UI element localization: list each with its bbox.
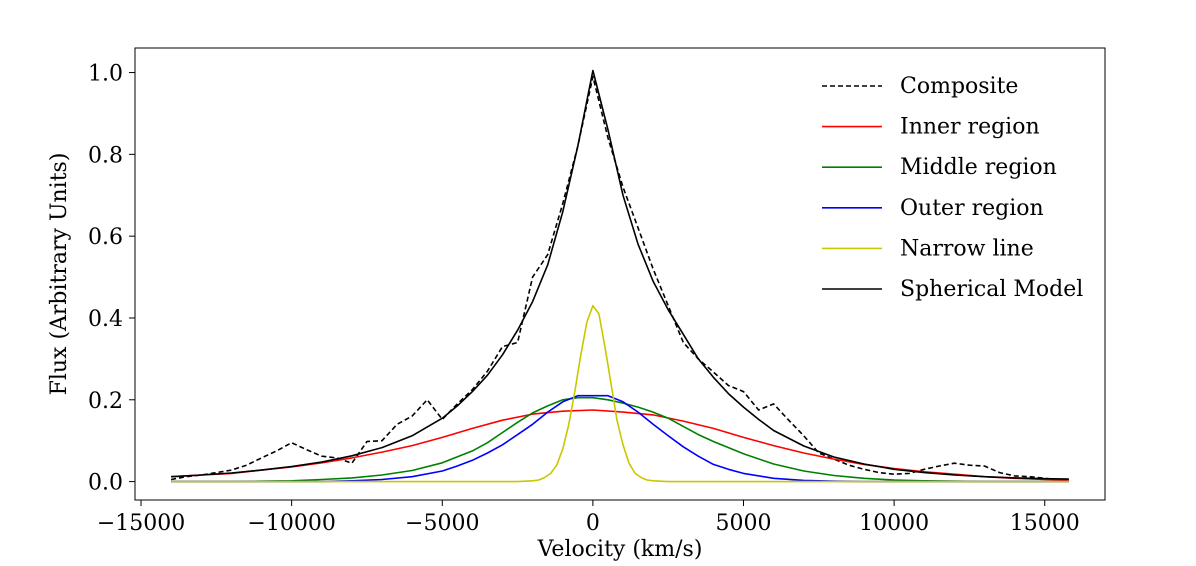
x-axis: −15000 −10000 −5000 0 5000 10000 15000: [97, 500, 1080, 536]
series-line-narrow-line: [171, 304, 1069, 483]
y-axis: 0.0 0.2 0.4 0.6 0.8 1.0: [88, 62, 135, 496]
x-tick-label: 10000: [859, 511, 929, 536]
legend: Composite Inner region Middle region Outer …: [822, 74, 1083, 302]
y-tick-label: 1.0: [88, 62, 123, 87]
y-tick-label: 0.4: [88, 307, 123, 332]
legend-label: Inner region: [900, 115, 1040, 140]
y-tick-label: 0.2: [88, 389, 123, 414]
y-tick-label: 0.8: [88, 143, 123, 168]
x-tick-label: −10000: [247, 511, 335, 536]
x-tick-label: 5000: [716, 511, 772, 536]
series-line-spherical-model: [171, 69, 1069, 480]
legend-label: Middle region: [900, 155, 1057, 180]
x-tick-label: −15000: [97, 511, 185, 536]
series-line-inner-region: [171, 409, 1069, 481]
series-line-composite: [170, 75, 1069, 482]
series-line-middle-region: [171, 396, 1069, 483]
legend-label: Spherical Model: [900, 277, 1083, 302]
y-tick-label: 0.6: [88, 225, 123, 250]
x-tick-label: 0: [586, 511, 600, 536]
x-axis-label: Velocity (km/s): [537, 537, 703, 562]
series-line-outer-region: [171, 394, 1069, 483]
x-tick-label: 15000: [1010, 511, 1080, 536]
plot-frame: [134, 47, 1106, 501]
y-axis-label: Flux (Arbitrary Units): [47, 153, 72, 396]
legend-label: Composite: [900, 74, 1018, 99]
y-tick-label: 0.0: [88, 471, 123, 496]
x-tick-label: −5000: [405, 511, 479, 536]
legend-label: Outer region: [900, 196, 1044, 221]
legend-label: Narrow line: [900, 236, 1034, 261]
plot-lines: [170, 69, 1069, 483]
